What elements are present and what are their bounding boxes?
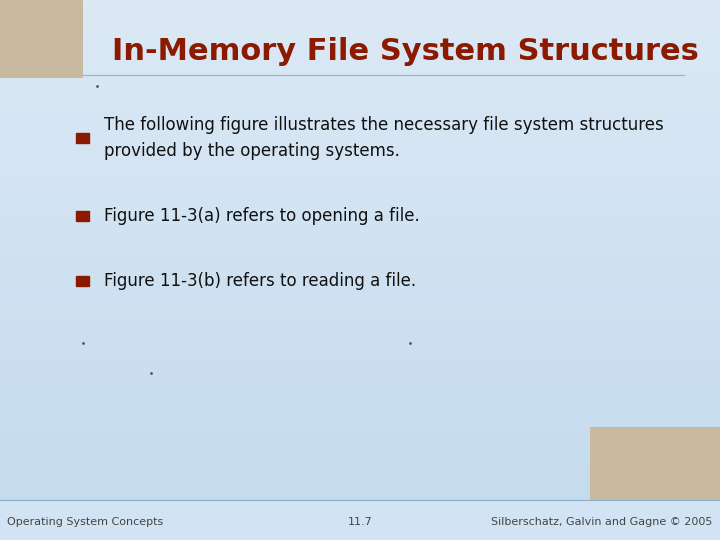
Bar [76,133,89,143]
Text: The following figure illustrates the necessary file system structures
provided b: The following figure illustrates the nec… [104,116,664,159]
Text: Operating System Concepts: Operating System Concepts [7,517,163,527]
Bar [76,211,89,221]
Bar [0,0,83,78]
Text: 11.7: 11.7 [348,517,372,527]
Text: Figure 11-3(a) refers to opening a file.: Figure 11-3(a) refers to opening a file. [104,207,420,225]
Bar [76,276,89,286]
Text: In-Memory File System Structures: In-Memory File System Structures [112,37,698,66]
Bar [0,500,720,540]
Bar [590,427,720,500]
Text: Figure 11-3(b) refers to reading a file.: Figure 11-3(b) refers to reading a file. [104,272,417,290]
Text: Silberschatz, Galvin and Gagne © 2005: Silberschatz, Galvin and Gagne © 2005 [492,517,713,527]
